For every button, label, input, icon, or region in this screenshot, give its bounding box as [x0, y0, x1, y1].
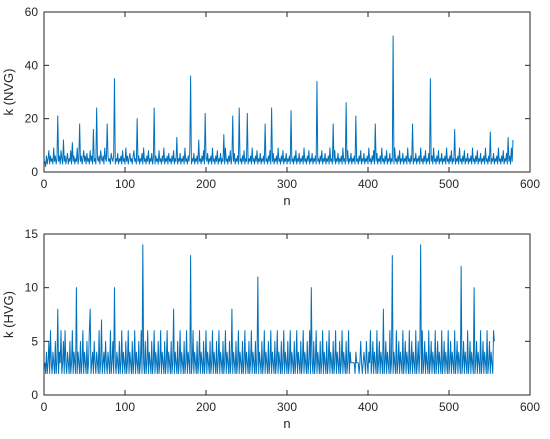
hvg-x-tick-label: 500 — [439, 400, 459, 414]
nvg-y-tick-label: 0 — [31, 165, 38, 179]
hvg-x-tick-label: 200 — [196, 400, 216, 414]
nvg-y-tick-label: 20 — [25, 112, 39, 126]
hvg-y-tick-label: 10 — [25, 281, 39, 295]
nvg-x-tick-label: 500 — [439, 177, 459, 191]
nvg-y-tick-label: 60 — [25, 5, 39, 19]
nvg-panel: 0 100 200 300 400 500 600 0 20 40 60 n k (NVG) — [1, 5, 540, 208]
nvg-x-tick-label: 600 — [520, 177, 540, 191]
nvg-x-tick-label: 300 — [277, 177, 297, 191]
nvg-series-line — [44, 35, 514, 168]
hvg-panel: 0 100 200 300 400 500 600 0 5 10 15 n k (HVG) — [1, 227, 540, 431]
nvg-x-axis-label: n — [283, 193, 290, 208]
nvg-y-axis-label: k (NVG) — [1, 69, 16, 116]
hvg-x-tick-label: 300 — [277, 400, 297, 414]
hvg-x-tick-label: 100 — [115, 400, 135, 414]
nvg-x-tick-label: 0 — [41, 177, 48, 191]
hvg-y-axis-label: k (HVG) — [1, 291, 16, 338]
hvg-y-tick-label: 0 — [31, 388, 38, 402]
nvg-x-tick-label: 200 — [196, 177, 216, 191]
hvg-x-axis-label: n — [283, 416, 290, 431]
hvg-series-line — [44, 244, 495, 375]
hvg-x-tick-label: 400 — [358, 400, 378, 414]
nvg-y-tick-label: 40 — [25, 58, 39, 72]
hvg-x-tick-label: 600 — [520, 400, 540, 414]
hvg-x-tick-label: 0 — [41, 400, 48, 414]
hvg-y-tick-label: 5 — [31, 334, 38, 348]
nvg-x-tick-label: 400 — [358, 177, 378, 191]
nvg-axes-box — [43, 11, 531, 173]
nvg-x-tick-label: 100 — [115, 177, 135, 191]
hvg-y-tick-label: 15 — [25, 227, 39, 241]
